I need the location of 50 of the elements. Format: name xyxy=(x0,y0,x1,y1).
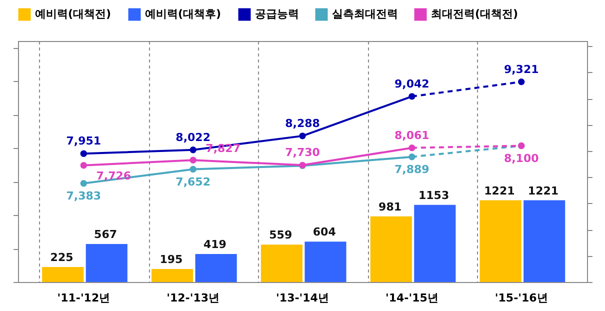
data-label: 7,730 xyxy=(285,146,320,160)
bar xyxy=(524,200,566,282)
data-label: 1221 xyxy=(528,184,559,198)
data-label: 559 xyxy=(269,228,292,242)
data-label: 8,288 xyxy=(285,116,320,130)
legend-label: 공급능력 xyxy=(255,8,299,21)
data-label: 8,100 xyxy=(504,152,540,165)
data-label: 9,042 xyxy=(394,77,430,90)
point xyxy=(299,132,306,140)
point xyxy=(190,156,196,164)
data-label: 7,652 xyxy=(176,175,210,188)
data-label: 567 xyxy=(94,228,118,242)
data-label: 7,889 xyxy=(394,162,430,176)
data-label: 8,022 xyxy=(176,130,210,144)
bar xyxy=(480,200,522,282)
legend-label: 예비력(대책전) xyxy=(35,8,112,21)
point xyxy=(80,180,88,187)
data-label: 7,726 xyxy=(96,169,132,182)
bar xyxy=(195,254,237,282)
bar xyxy=(370,216,412,282)
bar xyxy=(304,242,346,282)
data-label: 1221 xyxy=(484,184,515,198)
point xyxy=(80,150,88,157)
point xyxy=(190,166,196,173)
x-tick-label: '11-'12년 xyxy=(57,292,110,304)
x-tick-label: '14-'15년 xyxy=(385,292,438,304)
legend-label: 실측최대전력 xyxy=(332,8,398,21)
data-label: 225 xyxy=(50,250,74,264)
legend-label: 예비력(대책후) xyxy=(145,8,222,21)
data-label: 9,321 xyxy=(504,62,539,76)
bar xyxy=(414,204,456,282)
point xyxy=(80,162,88,169)
data-label: 8,061 xyxy=(394,128,430,142)
bar xyxy=(151,268,194,282)
x-tick-label: '12-'13년 xyxy=(166,292,220,304)
data-label: 419 xyxy=(203,238,226,251)
bar xyxy=(86,244,128,282)
bar xyxy=(42,266,84,282)
legend-label: 최대전력(대책전) xyxy=(431,8,518,21)
bar xyxy=(260,244,302,282)
data-label: 604 xyxy=(312,226,336,239)
data-label: 7,383 xyxy=(66,189,102,202)
data-label: 7,951 xyxy=(66,134,102,148)
point xyxy=(518,78,525,86)
data-label: 1153 xyxy=(418,188,450,202)
point xyxy=(190,146,196,154)
x-tick-label: '15-'16년 xyxy=(494,292,548,304)
data-label: 195 xyxy=(160,252,183,266)
x-tick-label: '13-'14년 xyxy=(276,292,329,304)
data-label: 981 xyxy=(378,200,402,214)
